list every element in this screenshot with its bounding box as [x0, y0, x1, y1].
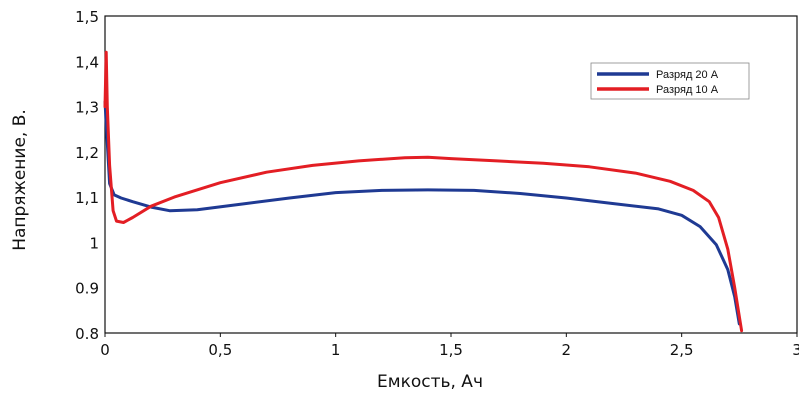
y-tick-label: 1,3: [75, 99, 99, 117]
x-tick-label: 2: [562, 341, 572, 359]
y-tick-label: 1,5: [75, 8, 99, 26]
series-lines: [103, 50, 744, 333]
series-line-0: [103, 100, 741, 326]
y-tick-label: 1,1: [75, 189, 99, 207]
x-axis-title: Емкость, Ач: [377, 372, 483, 392]
legend-box: [590, 62, 750, 100]
y-tick-label: 0.8: [75, 325, 99, 343]
x-tick-label: 1: [331, 341, 341, 359]
y-axis-title: Напряжение, В.: [10, 109, 30, 251]
legend: Разряд 20 А Разряд 10 А: [590, 62, 750, 100]
y-tick-label: 0.9: [75, 280, 99, 298]
legend-label-1: Разряд 10 А: [656, 84, 719, 96]
y-tick-label: 1,4: [75, 53, 99, 71]
series-line-1: [103, 50, 744, 333]
legend-label-0: Разряд 20 А: [656, 69, 719, 81]
y-tick-label: 1: [89, 234, 99, 252]
y-tick-label: 1,2: [75, 144, 99, 162]
x-tick-label: 0: [100, 341, 110, 359]
x-tick-labels: 0 0,5 1 1,5 2 2,5 3: [100, 333, 799, 359]
x-tick-label: 2,5: [670, 341, 694, 359]
x-tick-label: 0,5: [208, 341, 232, 359]
x-tick-label: 3: [792, 341, 799, 359]
y-tick-labels: 0.8 0.9 1 1,1 1,2 1,3 1,4 1,5: [75, 8, 99, 343]
x-tick-label: 1,5: [439, 341, 463, 359]
